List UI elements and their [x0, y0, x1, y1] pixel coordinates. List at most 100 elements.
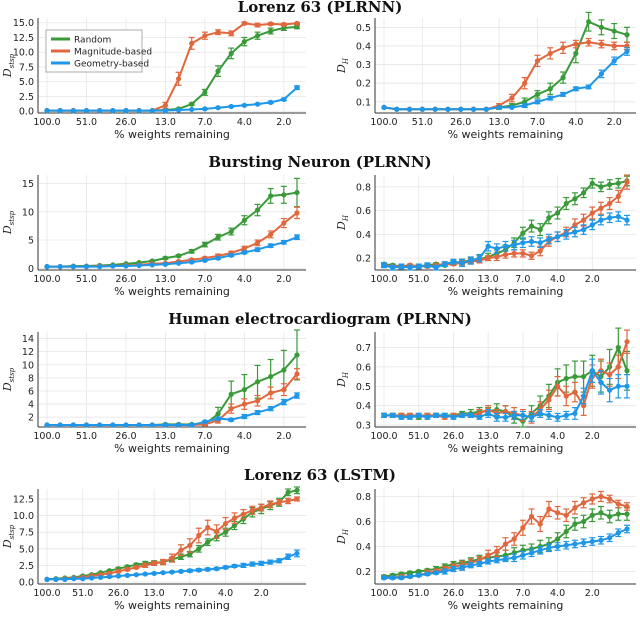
data-point: [254, 207, 261, 213]
x-tick-label: 7.0: [182, 588, 197, 599]
y-tick-label: 0.8: [356, 492, 371, 503]
data-point: [624, 32, 630, 38]
data-point: [241, 102, 247, 108]
data-point: [254, 409, 261, 416]
data-point: [459, 565, 465, 571]
y-axis-label: Dstsp: [1, 524, 16, 549]
data-point: [611, 43, 617, 49]
data-point: [624, 339, 630, 345]
y-tick-label: 0.2: [356, 79, 371, 90]
data-point: [160, 570, 166, 576]
data-point: [124, 572, 130, 578]
data-point: [281, 399, 287, 405]
data-point: [581, 540, 587, 546]
y-tick-label: 14: [22, 334, 34, 345]
x-tick-label: 7.0: [515, 274, 530, 285]
data-point: [268, 21, 274, 27]
data-point: [83, 264, 90, 270]
data-point: [476, 255, 483, 261]
data-point: [624, 503, 630, 510]
data-point: [381, 575, 387, 581]
data-point: [547, 86, 553, 92]
data-point: [57, 108, 63, 114]
x-tick-label: 51.0: [412, 117, 433, 128]
data-point: [424, 414, 430, 420]
data-point: [294, 371, 300, 377]
data-point: [573, 86, 579, 92]
data-point: [581, 373, 587, 380]
data-point: [589, 180, 595, 186]
data-point: [554, 414, 561, 420]
y-axis-label-main: D: [335, 64, 348, 74]
y-tick-label: 8: [28, 373, 34, 384]
x-tick-label: 4.0: [550, 588, 565, 599]
data-point: [560, 75, 566, 81]
x-tick-label: 26.0: [115, 117, 136, 128]
data-point: [546, 545, 552, 551]
data-point: [502, 408, 509, 415]
y-tick-label: 12.5: [13, 33, 34, 44]
y-tick-label: 5.0: [19, 544, 34, 555]
series-geometry-based: [44, 392, 300, 428]
x-tick-label: 100.0: [370, 588, 397, 599]
data-point: [160, 559, 166, 565]
data-point: [202, 106, 208, 112]
data-point: [268, 243, 274, 249]
x-tick-label: 2.0: [585, 431, 600, 442]
panel-p41: 0.0 2.5 5.0 7.5 10.0 12.5 100.0 51.0 26.0 13.0 7.0…: [1, 486, 306, 612]
data-point: [581, 403, 587, 409]
data-point: [598, 24, 605, 30]
data-point: [189, 248, 195, 254]
data-point: [390, 575, 396, 581]
data-point: [589, 538, 595, 545]
data-point: [70, 264, 76, 270]
x-tick-label: 51.0: [408, 274, 429, 285]
series-line: [383, 41, 627, 111]
legend-label: Random: [74, 36, 111, 46]
data-point: [485, 552, 491, 558]
data-point: [241, 401, 247, 407]
data-point: [572, 222, 578, 228]
y-tick-label: 0.7: [356, 343, 371, 354]
data-point: [133, 572, 139, 578]
x-axis-label: % weights remaining: [448, 128, 564, 141]
data-point: [215, 105, 221, 111]
data-point: [281, 367, 287, 373]
data-point: [468, 412, 474, 418]
data-point: [142, 571, 148, 577]
data-point: [615, 344, 621, 351]
series-line: [383, 20, 628, 111]
data-point: [534, 58, 541, 64]
data-point: [476, 561, 483, 567]
y-axis-label-subscript: H: [342, 57, 350, 65]
x-tick-label: 7.0: [197, 431, 212, 442]
data-point: [268, 193, 274, 199]
data-point: [494, 246, 500, 252]
data-point: [563, 412, 569, 418]
data-point: [534, 99, 541, 105]
data-point: [294, 392, 300, 399]
data-point: [572, 229, 578, 235]
data-point: [494, 414, 500, 420]
data-point: [624, 511, 630, 517]
data-point: [607, 372, 613, 378]
y-axis-label-subscript: stsp: [8, 53, 16, 68]
data-point: [254, 398, 261, 404]
data-point: [80, 576, 86, 582]
data-point: [511, 555, 517, 561]
series-geometry-based: [381, 524, 630, 581]
data-point: [205, 524, 211, 531]
data-point: [162, 422, 169, 428]
data-point: [294, 234, 300, 240]
y-tick-label: 7.5: [19, 62, 34, 73]
data-point: [228, 252, 234, 258]
data-point: [110, 422, 116, 428]
data-point: [202, 241, 208, 248]
data-point: [44, 264, 50, 270]
data-point: [502, 556, 509, 562]
data-point: [268, 373, 274, 380]
y-tick-label: 0.5: [356, 23, 371, 34]
data-point: [522, 80, 528, 86]
data-point: [563, 375, 569, 382]
y-tick-label: 2: [28, 413, 34, 424]
